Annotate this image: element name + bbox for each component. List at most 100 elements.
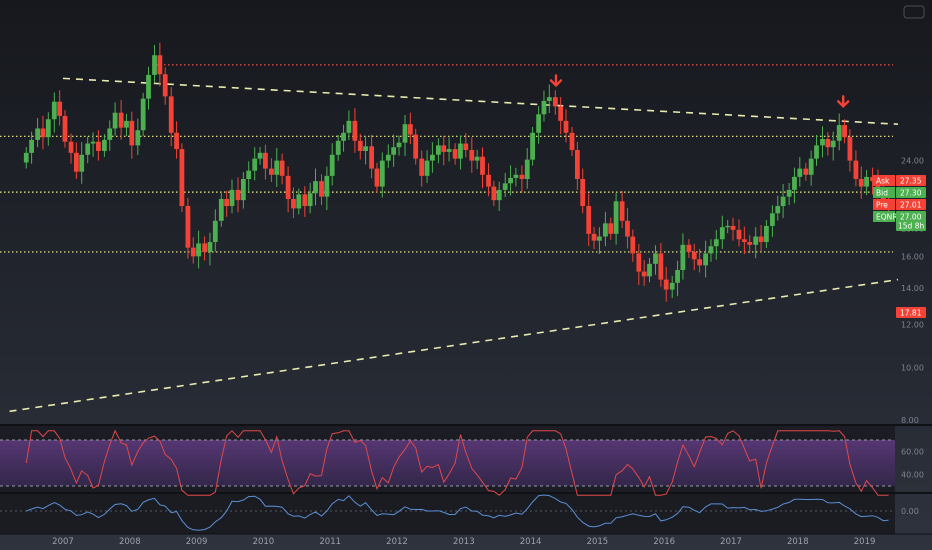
candle[interactable]: [202, 236, 208, 261]
candle[interactable]: [118, 100, 124, 140]
candle[interactable]: [558, 97, 564, 135]
candle[interactable]: [207, 232, 213, 266]
trendline-upper-trend[interactable]: [62, 77, 899, 126]
candle[interactable]: [329, 143, 335, 186]
candle[interactable]: [430, 142, 435, 173]
candle[interactable]: [363, 137, 369, 165]
candle[interactable]: [825, 132, 831, 156]
candle[interactable]: [853, 150, 859, 187]
candle[interactable]: [524, 148, 530, 189]
candle[interactable]: [574, 141, 580, 190]
candle[interactable]: [719, 215, 725, 249]
candle[interactable]: [486, 163, 491, 197]
candle[interactable]: [803, 162, 809, 181]
candle[interactable]: [780, 184, 786, 219]
candle[interactable]: [90, 132, 96, 157]
candle[interactable]: [580, 168, 586, 214]
candle[interactable]: [135, 118, 141, 156]
candle[interactable]: [369, 134, 375, 179]
candle[interactable]: [296, 188, 302, 215]
candle[interactable]: [814, 134, 819, 166]
candle[interactable]: [40, 115, 46, 150]
candle[interactable]: [196, 230, 202, 269]
candle[interactable]: [269, 158, 274, 182]
candle[interactable]: [224, 190, 230, 217]
candle[interactable]: [625, 208, 630, 249]
candle[interactable]: [307, 182, 313, 214]
candle[interactable]: [102, 134, 107, 157]
candle[interactable]: [775, 195, 781, 221]
candle[interactable]: [235, 177, 241, 213]
candle[interactable]: [864, 169, 870, 195]
settings-button[interactable]: [903, 5, 925, 19]
candle[interactable]: [792, 167, 797, 204]
candle[interactable]: [686, 238, 692, 258]
candle[interactable]: [23, 147, 29, 169]
candle[interactable]: [808, 150, 814, 186]
candle[interactable]: [162, 67, 168, 105]
candle[interactable]: [79, 142, 85, 184]
candle[interactable]: [747, 235, 753, 254]
candle[interactable]: [608, 217, 614, 240]
candle[interactable]: [463, 133, 469, 158]
candle[interactable]: [636, 244, 642, 285]
candle[interactable]: [675, 260, 680, 297]
candle[interactable]: [513, 167, 519, 187]
candle[interactable]: [669, 275, 675, 298]
candle[interactable]: [335, 134, 341, 161]
candle[interactable]: [613, 193, 619, 245]
candle[interactable]: [770, 205, 775, 237]
candle[interactable]: [469, 137, 475, 173]
candle[interactable]: [140, 92, 146, 137]
candle[interactable]: [274, 147, 280, 187]
candle[interactable]: [474, 149, 480, 170]
candle[interactable]: [385, 144, 391, 168]
candle[interactable]: [357, 133, 363, 160]
candle[interactable]: [391, 134, 397, 167]
candle[interactable]: [402, 114, 408, 156]
candle[interactable]: [424, 150, 430, 184]
candle[interactable]: [324, 166, 330, 211]
trendline-lower-trend[interactable]: [9, 278, 899, 413]
candle[interactable]: [658, 243, 664, 287]
candle[interactable]: [725, 220, 731, 234]
candle[interactable]: [57, 90, 63, 126]
candle[interactable]: [502, 172, 508, 198]
candle[interactable]: [112, 102, 118, 136]
candle[interactable]: [480, 147, 485, 189]
candle[interactable]: [174, 121, 179, 159]
candle[interactable]: [246, 161, 252, 193]
candle[interactable]: [691, 243, 697, 271]
candle[interactable]: [179, 143, 185, 213]
candle[interactable]: [680, 233, 686, 280]
candle[interactable]: [379, 152, 385, 198]
candle[interactable]: [291, 187, 296, 219]
candle[interactable]: [569, 126, 575, 157]
candle[interactable]: [536, 106, 542, 144]
candle[interactable]: [346, 110, 352, 140]
candle[interactable]: [842, 119, 847, 144]
candle[interactable]: [51, 92, 57, 133]
candle[interactable]: [591, 226, 597, 250]
candle[interactable]: [436, 138, 441, 164]
candle[interactable]: [508, 165, 513, 196]
candle[interactable]: [647, 258, 652, 283]
candle[interactable]: [847, 129, 853, 172]
candle[interactable]: [45, 112, 51, 146]
candle[interactable]: [619, 190, 625, 228]
candle[interactable]: [786, 182, 792, 206]
candle[interactable]: [96, 130, 101, 161]
candle[interactable]: [413, 128, 419, 165]
candle[interactable]: [129, 111, 135, 159]
candle[interactable]: [830, 131, 836, 161]
candle[interactable]: [496, 181, 502, 212]
candle[interactable]: [653, 245, 658, 275]
candle[interactable]: [630, 229, 636, 262]
candle[interactable]: [541, 90, 547, 122]
candle[interactable]: [35, 118, 41, 148]
candle[interactable]: [212, 209, 218, 252]
candle[interactable]: [352, 108, 358, 153]
candle[interactable]: [124, 113, 129, 137]
candle[interactable]: [73, 142, 79, 179]
